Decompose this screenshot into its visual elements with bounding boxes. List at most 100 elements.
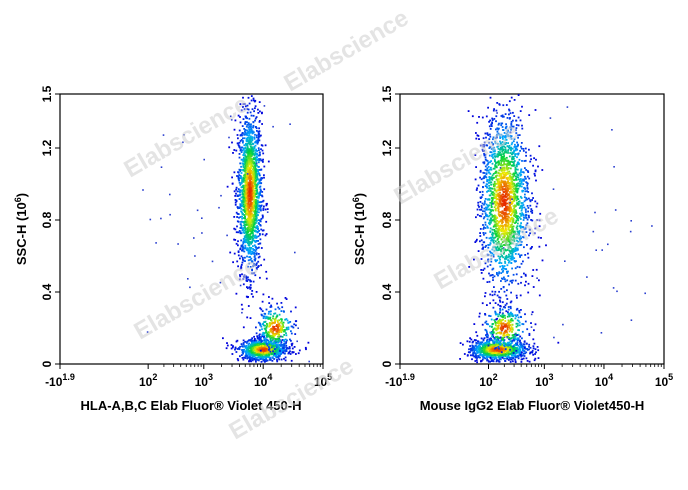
event-point xyxy=(485,136,487,139)
event-point xyxy=(518,233,521,235)
event-point xyxy=(489,242,492,245)
event-point xyxy=(249,241,252,243)
event-point xyxy=(247,126,250,129)
event-point xyxy=(239,183,242,186)
event-point xyxy=(169,193,171,196)
event-point xyxy=(247,153,250,155)
event-point xyxy=(487,205,490,208)
event-point xyxy=(256,336,259,339)
event-point xyxy=(496,217,499,219)
event-point xyxy=(496,174,498,177)
event-point xyxy=(255,267,258,269)
event-point xyxy=(502,269,505,272)
event-point xyxy=(245,344,248,347)
event-point xyxy=(249,111,252,114)
event-point xyxy=(525,181,528,184)
event-point xyxy=(269,345,272,348)
event-point xyxy=(289,350,291,353)
event-point xyxy=(248,352,250,355)
event-point xyxy=(283,310,285,313)
event-point xyxy=(505,254,508,257)
event-point xyxy=(491,209,494,211)
event-point xyxy=(477,250,480,252)
event-point xyxy=(237,178,240,181)
event-point xyxy=(524,187,527,190)
event-point xyxy=(261,149,264,152)
event-point xyxy=(495,171,498,174)
event-point xyxy=(249,226,251,229)
event-point xyxy=(247,96,250,99)
event-point xyxy=(523,216,525,219)
event-point xyxy=(509,280,512,283)
event-point xyxy=(498,185,501,188)
event-point xyxy=(260,218,263,220)
event-point xyxy=(256,130,258,132)
event-point xyxy=(256,353,258,356)
event-point xyxy=(270,304,272,307)
event-point xyxy=(250,140,253,143)
event-point xyxy=(515,153,517,155)
event-point xyxy=(255,127,258,130)
event-point xyxy=(239,193,242,196)
event-point xyxy=(271,339,274,342)
event-point xyxy=(534,169,537,172)
event-point xyxy=(255,341,258,343)
event-point xyxy=(273,341,275,344)
event-point xyxy=(508,208,511,211)
event-point xyxy=(250,221,253,224)
event-point xyxy=(238,230,241,232)
event-point xyxy=(233,227,236,230)
event-point xyxy=(255,217,258,219)
event-point xyxy=(251,175,254,178)
event-point xyxy=(242,118,245,120)
event-point xyxy=(231,346,234,349)
event-point xyxy=(287,322,290,324)
event-point xyxy=(514,195,517,198)
event-point xyxy=(495,193,497,196)
event-point xyxy=(250,236,253,239)
event-point xyxy=(521,202,524,204)
event-point xyxy=(254,274,257,277)
event-point xyxy=(479,144,482,147)
event-point xyxy=(246,132,248,135)
event-point xyxy=(249,189,252,192)
event-point xyxy=(530,158,532,161)
event-point xyxy=(243,214,245,216)
event-point xyxy=(484,165,487,168)
event-point xyxy=(503,232,506,235)
event-point xyxy=(524,177,527,180)
event-point xyxy=(487,260,490,263)
event-point xyxy=(492,172,495,175)
event-point xyxy=(222,337,224,340)
event-point xyxy=(517,219,520,222)
event-point xyxy=(486,163,489,166)
event-point xyxy=(255,148,257,151)
event-point xyxy=(523,206,526,209)
event-point xyxy=(254,105,257,108)
event-point xyxy=(507,148,510,151)
event-point xyxy=(500,155,503,158)
scatter-points xyxy=(142,95,310,363)
event-point xyxy=(513,179,516,181)
event-point xyxy=(501,196,504,199)
event-point xyxy=(494,203,497,206)
event-point xyxy=(501,216,504,219)
event-point xyxy=(251,159,253,162)
event-point xyxy=(258,149,260,151)
event-point xyxy=(496,202,499,205)
event-point xyxy=(242,231,245,233)
event-point xyxy=(479,201,482,203)
event-point xyxy=(247,210,250,212)
event-point xyxy=(244,130,246,133)
event-point xyxy=(493,155,496,158)
event-point xyxy=(285,350,288,352)
event-point xyxy=(244,176,247,179)
event-point xyxy=(493,206,496,209)
event-point xyxy=(510,182,512,184)
event-point xyxy=(487,166,490,168)
event-point xyxy=(243,190,245,193)
event-point xyxy=(246,143,248,146)
event-point xyxy=(488,204,491,207)
event-point xyxy=(244,121,247,123)
event-point xyxy=(262,322,264,325)
